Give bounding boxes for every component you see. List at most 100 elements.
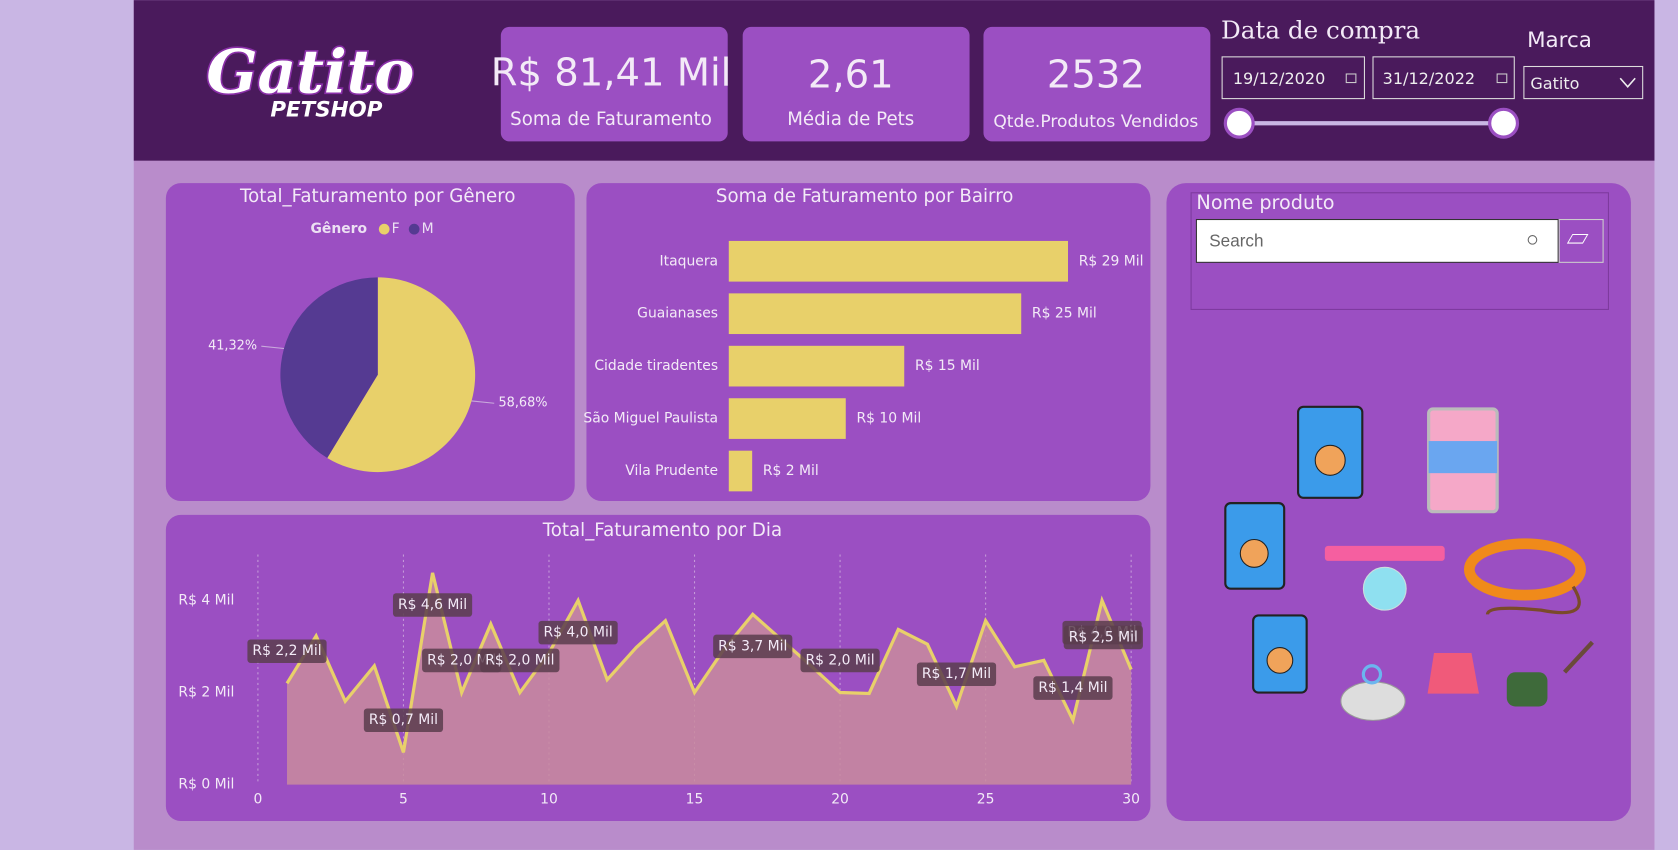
- search-box[interactable]: [1195, 218, 1559, 263]
- bar: [728, 345, 905, 387]
- data-label-bg: [363, 708, 444, 733]
- x-tick-label: 15: [686, 792, 704, 808]
- key: [1361, 664, 1383, 685]
- logo-title: Gatito: [206, 38, 414, 108]
- y-tick-label: Cidade tiradentes: [594, 358, 718, 374]
- data-label: R$ 2,0 Mil: [427, 652, 496, 668]
- legend-label: M: [422, 221, 434, 237]
- data-label-bg: [538, 620, 618, 645]
- dropdown[interactable]: [1523, 65, 1644, 100]
- search-icon: [1527, 235, 1538, 245]
- bar: [728, 398, 846, 439]
- chart-title: Total_Faturamento por Gênero: [239, 186, 515, 207]
- data-label-bg: [713, 634, 793, 659]
- date-input[interactable]: [1221, 56, 1365, 100]
- calendar-icon: [1496, 73, 1508, 84]
- legend-swatch: [408, 223, 420, 235]
- product-images: [1224, 405, 1594, 721]
- wand: [1562, 640, 1594, 674]
- y-tick-label: R$ 2 Mil: [178, 685, 234, 701]
- leader-line: [261, 345, 285, 350]
- pie-slice: [280, 277, 378, 458]
- bar: [728, 240, 1069, 282]
- bar: [728, 450, 753, 492]
- dropdown-value: Gatito: [1530, 74, 1579, 93]
- coat: [1427, 652, 1479, 694]
- pie-slice: [327, 277, 476, 473]
- sweater: [1506, 672, 1548, 707]
- kpi-value: 2532: [1047, 53, 1145, 98]
- legend-label: F: [392, 221, 400, 237]
- leash: [1485, 585, 1581, 615]
- data-label-bg: [1063, 625, 1143, 650]
- x-tick-label: 10: [540, 792, 558, 808]
- data-label-bg: [800, 648, 880, 673]
- data-label: R$ 1,4 Mil: [1038, 680, 1107, 696]
- x-tick-label: 0: [253, 792, 262, 808]
- chevron: [1619, 77, 1636, 89]
- date-start: 19/12/2020: [1233, 69, 1326, 88]
- can-label: [1428, 441, 1498, 474]
- slicer-title: Data de compra: [1221, 16, 1420, 45]
- date-end: 31/12/2022: [1383, 69, 1476, 88]
- slicer-title: Nome produto: [1196, 191, 1334, 214]
- kpi-value: R$ 81,41 Mil: [491, 51, 732, 96]
- data-label: R$ 2 Mil: [763, 463, 819, 479]
- area: [287, 572, 1132, 785]
- data-label: R$ 2,0 Mil: [485, 652, 554, 668]
- data-label-bg: [916, 662, 997, 687]
- clear-button[interactable]: [1558, 218, 1604, 263]
- data-label-bg: [480, 648, 560, 673]
- data-label: R$ 2,5 Mil: [1069, 629, 1138, 645]
- y-tick-label: R$ 0 Mil: [178, 777, 234, 793]
- kpi-label: Qtde.Produtos Vendidos: [993, 112, 1198, 132]
- kpi-card: [983, 26, 1211, 142]
- kpi-card: [742, 26, 970, 142]
- kpi-label: Soma de Faturamento: [510, 109, 712, 130]
- data-label: R$ 1,7 Mil: [922, 666, 991, 682]
- data-label: R$ 2,0 Mil: [805, 652, 874, 668]
- y-tick-label: Itaquera: [660, 253, 719, 269]
- kpi-label: Média de Pets: [787, 109, 914, 130]
- y-tick-label: R$ 4 Mil: [178, 593, 234, 609]
- y-tick-label: Vila Prudente: [625, 463, 718, 479]
- kpi-value: 2,61: [808, 53, 894, 98]
- sidebar: [0, 0, 134, 850]
- cat-face: [1239, 538, 1269, 568]
- legend-title: Gênero: [310, 221, 367, 237]
- slider-handle[interactable]: [1223, 107, 1255, 139]
- date-input[interactable]: [1372, 56, 1515, 100]
- cat-face: [1314, 444, 1346, 476]
- x-tick-label: 5: [399, 792, 408, 808]
- x-tick-label: 20: [831, 792, 849, 808]
- slider-handle[interactable]: [1488, 107, 1520, 139]
- chart-title: Soma de Faturamento por Bairro: [716, 186, 1014, 207]
- x-tick-label: 30: [1122, 792, 1140, 808]
- data-label: R$ 0,7 Mil: [369, 712, 438, 728]
- data-label: 58,68%: [499, 396, 548, 411]
- data-label: R$ 4,6 Mil: [398, 597, 467, 613]
- data-label: R$ 25 Mil: [1032, 306, 1097, 322]
- x-tick-label: 25: [977, 792, 995, 808]
- data-label: R$ 29 Mil: [1079, 253, 1144, 269]
- bar: [728, 293, 1022, 335]
- collar: [1324, 545, 1445, 561]
- data-label: R$ 2,2 Mil: [252, 643, 321, 659]
- y-tick-label: São Miguel Paulista: [583, 411, 718, 427]
- chart-title: Total_Faturamento por Dia: [542, 520, 782, 541]
- logo-subtitle: PETSHOP: [270, 97, 382, 122]
- data-label-bg: [247, 639, 327, 664]
- tag: [1362, 566, 1407, 611]
- collar: [1463, 538, 1586, 601]
- data-label: R$ 10 Mil: [856, 411, 921, 427]
- calendar-icon: [1345, 73, 1357, 84]
- eraser-icon: [1566, 233, 1589, 244]
- data-label: R$ 3,7 Mil: [718, 638, 787, 654]
- slicer-title: Marca: [1527, 28, 1592, 53]
- mouse-toy: [1340, 681, 1406, 721]
- y-tick-label: Guaianases: [637, 306, 718, 322]
- cat-face: [1266, 647, 1294, 674]
- data-label-bg: [1033, 676, 1113, 700]
